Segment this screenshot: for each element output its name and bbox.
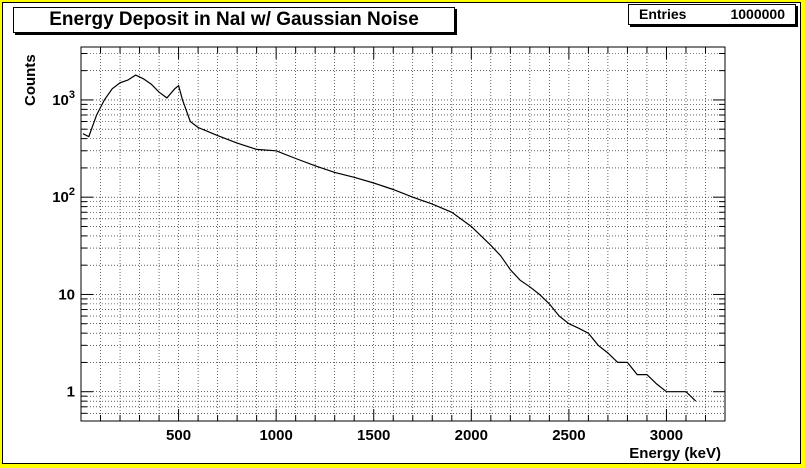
stats-box: Entries 1000000 [628, 4, 796, 25]
y-tick-label: 103 [52, 89, 75, 109]
x-tick-label: 2000 [455, 427, 488, 444]
grid-lines [81, 47, 725, 421]
plot-canvas: 500 1000 1500 2000 2500 3000 1 10 102 103 Energy … [2, 2, 801, 464]
x-tick-label: 2500 [552, 427, 585, 444]
y-axis-label: Counts [22, 54, 39, 106]
stats-entries-value: 1000000 [730, 6, 785, 22]
plot-frame [80, 46, 726, 422]
y-tick-label: 10 [58, 286, 75, 303]
stats-entries-label: Entries [639, 6, 687, 22]
x-tick-label: 500 [166, 427, 191, 444]
y-tick-label: 102 [52, 186, 75, 206]
x-tick-label: 3000 [650, 427, 683, 444]
x-axis-label: Energy (keV) [629, 445, 721, 462]
x-tick-label: 1000 [259, 427, 292, 444]
y-tick-label: 1 [67, 384, 75, 401]
chart-title-box: Energy Deposit in NaI w/ Gaussian Noise [13, 7, 455, 33]
axis-ticks [81, 47, 725, 421]
histogram-line [82, 74, 697, 402]
chart-title: Energy Deposit in NaI w/ Gaussian Noise [49, 9, 419, 30]
x-tick-label: 1500 [357, 427, 390, 444]
chart-svg: 500 1000 1500 2000 2500 3000 1 10 102 103 Energy … [22, 46, 726, 462]
tick-labels: 500 1000 1500 2000 2500 3000 1 10 102 103 [52, 89, 683, 444]
